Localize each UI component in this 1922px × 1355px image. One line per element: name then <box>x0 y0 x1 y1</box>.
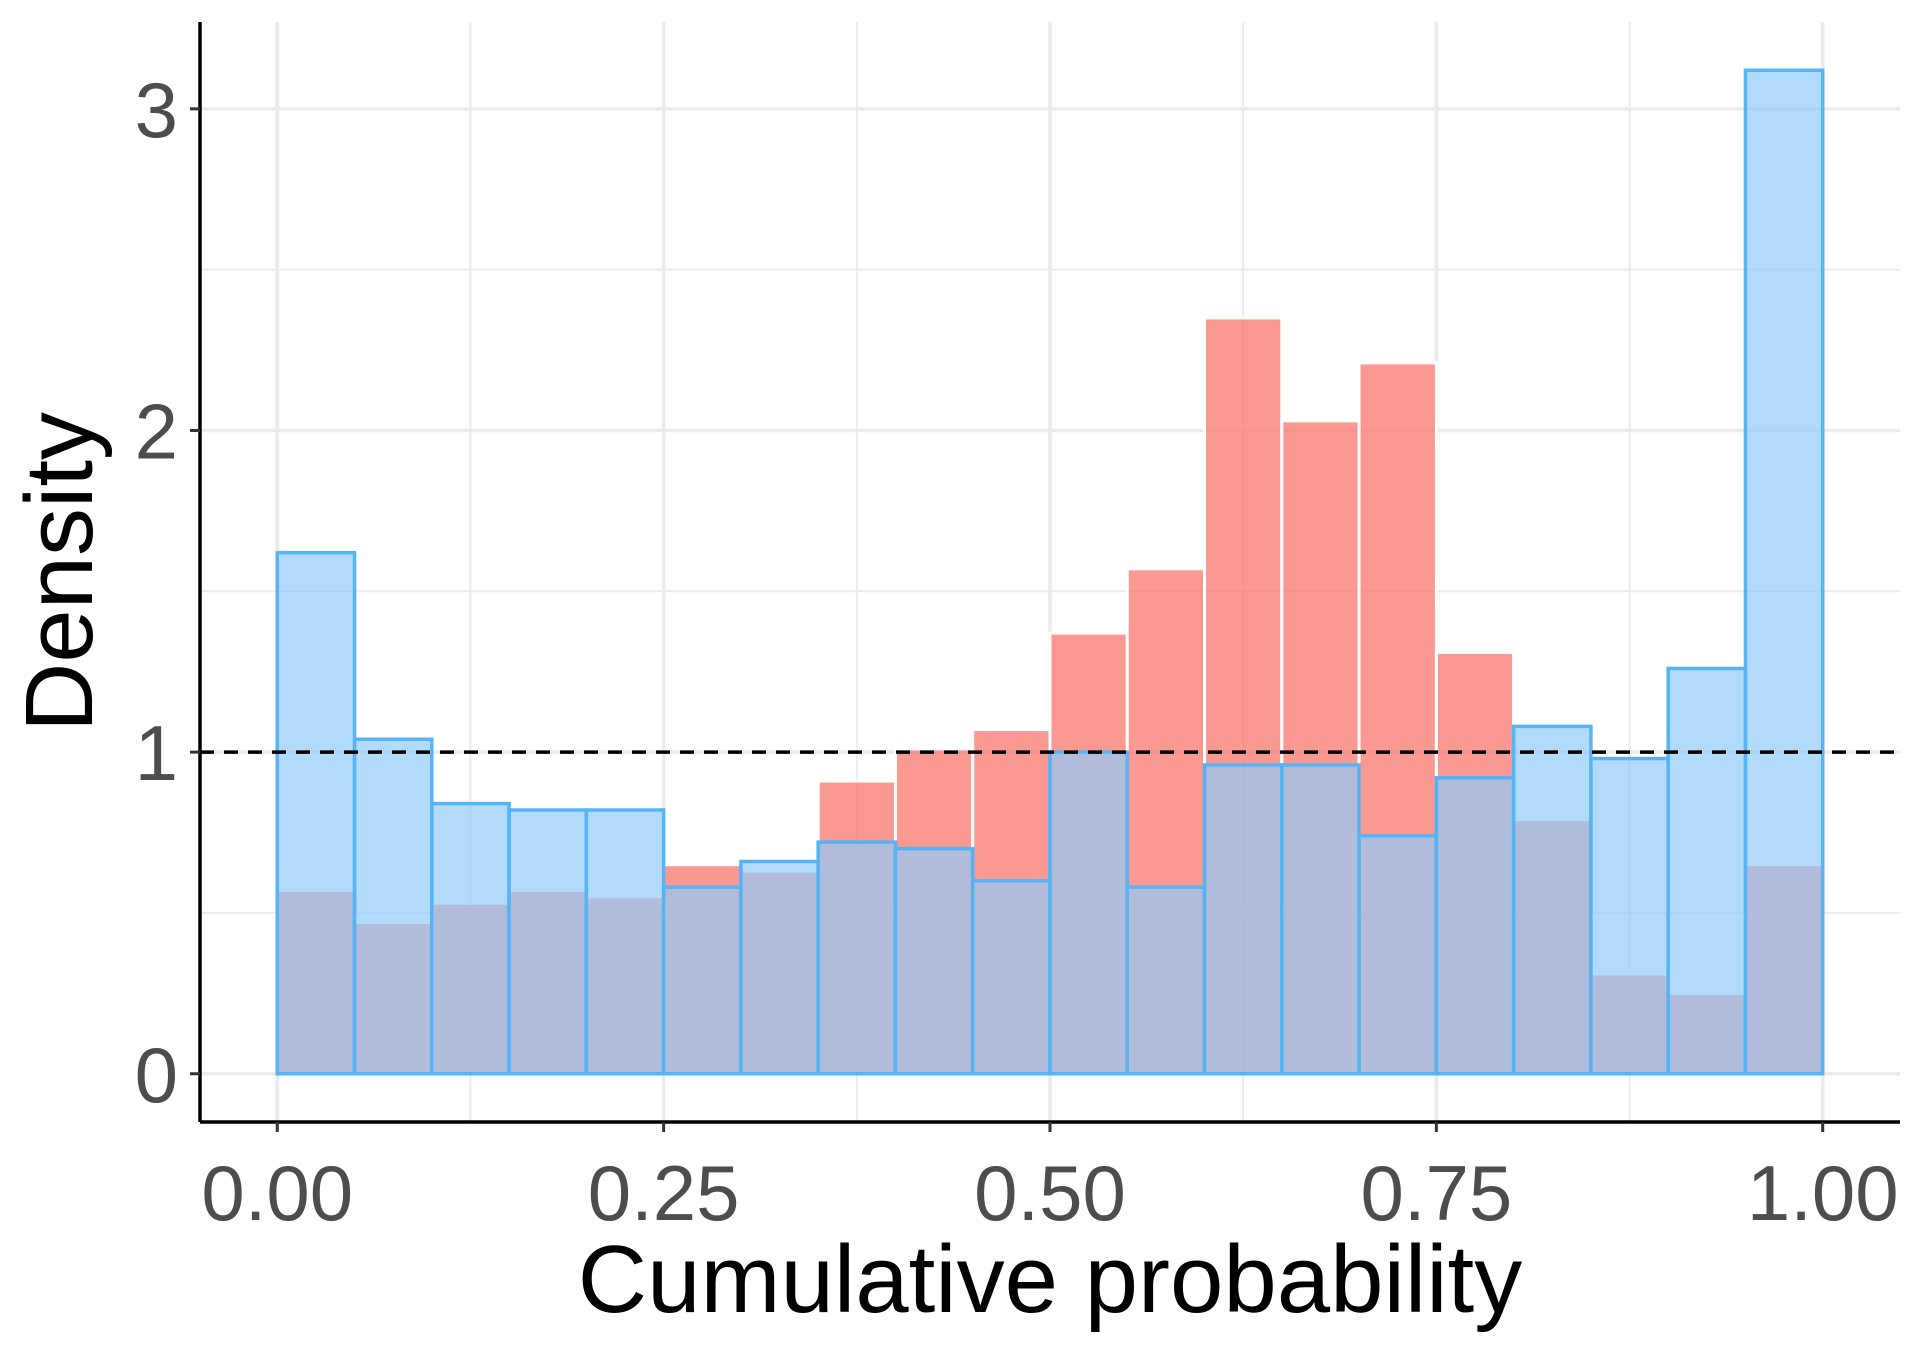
blue-bar-0 <box>275 550 357 1076</box>
blue-bar-19 <box>1743 68 1825 1076</box>
y-tick-label-3: 3 <box>135 66 178 154</box>
x-tick-label-1: 0.25 <box>588 1149 740 1237</box>
y-tick-label-2: 2 <box>135 387 178 475</box>
y-axis-title: Density <box>6 412 113 732</box>
x-tick-label-0: 0.00 <box>201 1149 353 1237</box>
x-axis-title: Cumulative probability <box>578 1226 1522 1333</box>
y-axis-ticks: 0 1 2 3 <box>135 66 200 1119</box>
blue-bar-18 <box>1666 666 1748 1076</box>
blue-bar-14 <box>1357 833 1439 1076</box>
blue-bar-3 <box>507 808 589 1076</box>
blue-bar-15 <box>1434 776 1516 1076</box>
x-tick-label-4: 1.00 <box>1747 1149 1899 1237</box>
blue-bar-13 <box>1280 763 1361 1076</box>
blue-bar-2 <box>430 801 511 1076</box>
blue-bar-6 <box>739 859 820 1076</box>
blue-bar-5 <box>661 885 743 1076</box>
blue-bar-12 <box>1202 763 1284 1076</box>
blue-bar-4 <box>584 808 666 1076</box>
blue-bar-9 <box>970 879 1052 1076</box>
blue-bar-17 <box>1589 756 1670 1076</box>
x-axis-ticks: 0.00 0.25 0.50 0.75 1.00 <box>201 1122 1899 1237</box>
y-tick-label-0: 0 <box>135 1031 178 1119</box>
blue-bar-7 <box>816 840 898 1076</box>
blue-bar-10 <box>1048 750 1130 1076</box>
blue-series-bars <box>275 68 1825 1076</box>
blue-bar-1 <box>352 737 434 1076</box>
blue-bar-16 <box>1511 724 1593 1076</box>
x-tick-label-3: 0.75 <box>1360 1149 1512 1237</box>
x-tick-label-2: 0.50 <box>974 1149 1126 1237</box>
y-tick-label-1: 1 <box>135 709 178 797</box>
blue-bar-11 <box>1125 885 1207 1076</box>
blue-bar-8 <box>893 846 975 1076</box>
